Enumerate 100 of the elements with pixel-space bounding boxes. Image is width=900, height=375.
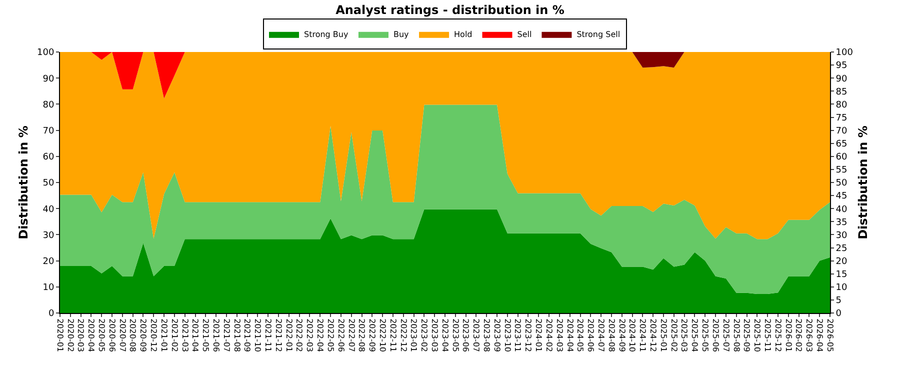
x-tick-label: 2026-04 (814, 318, 824, 352)
x-tick-label: 2021-08 (232, 318, 242, 352)
x-tick-label: 2024-09 (617, 318, 626, 352)
y-tick-label: 90 (42, 74, 54, 84)
y-tick-label: 70 (42, 126, 54, 136)
x-tick-label: 2022-11 (388, 318, 398, 352)
x-tick-label: 2026-02 (794, 318, 804, 352)
x-tick-label: 2020-12 (149, 318, 158, 352)
x-tick-label: 2020-06 (107, 318, 116, 352)
x-tick-label: 2021-04 (190, 318, 200, 352)
x-tick-label: 2026-03 (804, 318, 814, 352)
x-tick-label: 2021-07 (222, 318, 231, 352)
x-tick-label: 2020-05 (97, 318, 106, 352)
x-tick-label: 2023-11 (513, 318, 522, 352)
x-tick-label: 2024-08 (606, 318, 616, 352)
x-tick-label: 2025-10 (752, 318, 762, 352)
x-tick-label: 2023-12 (524, 318, 533, 352)
y2-tick-label: 80 (836, 100, 848, 110)
x-tick-label: 2024-01 (534, 318, 544, 352)
x-tick-label: 2023-01 (409, 318, 418, 352)
x-tick-label: 2026-01 (784, 318, 793, 352)
y2-tick-label: 0 (836, 309, 842, 320)
legend-label: Sell (517, 30, 532, 40)
x-tick-label: 2023-06 (461, 318, 470, 352)
x-tick-label: 2024-05 (576, 318, 585, 352)
y2-tick-label: 20 (836, 256, 848, 267)
y2-axis-title: Distribution in % (856, 126, 870, 240)
y-tick-label: 10 (42, 283, 54, 294)
x-tick-label: 2024-11 (638, 318, 648, 352)
x-tick-label: 2021-10 (253, 318, 262, 352)
x-tick-label: 2022-04 (316, 318, 325, 352)
y2-tick-label: 10 (836, 283, 848, 294)
x-tick-label: 2025-12 (773, 318, 782, 352)
y2-tick-label: 40 (836, 204, 848, 215)
x-tick-label: 2025-09 (742, 318, 752, 352)
x-tick-label: 2022-10 (378, 318, 387, 352)
y2-tick-label: 70 (836, 126, 848, 136)
x-tick-label: 2025-03 (680, 318, 689, 352)
y2-tick-label: 85 (836, 87, 848, 98)
y-tick-label: 60 (42, 152, 54, 163)
x-tick-label: 2021-06 (211, 318, 220, 352)
x-tick-label: 2022-07 (346, 318, 356, 352)
x-tick-label: 2022-05 (326, 318, 335, 352)
x-tick-label: 2022-01 (284, 318, 294, 352)
x-tick-label: 2023-09 (492, 318, 502, 352)
x-tick-label: 2023-04 (440, 318, 450, 352)
x-tick-label: 2023-03 (430, 318, 439, 352)
y-axis-title: Distribution in % (16, 126, 30, 240)
x-tick-label: 2024-06 (586, 318, 596, 352)
x-tick-label: 2022-09 (368, 318, 377, 352)
x-tick-label: 2021-01 (159, 318, 168, 352)
y2-tick-label: 60 (836, 152, 848, 163)
y-tick-label: 80 (42, 100, 54, 110)
y-tick-label: 40 (42, 204, 54, 215)
y2-tick-label: 45 (836, 192, 848, 202)
y2-tick-label: 50 (836, 178, 848, 189)
x-tick-label: 2023-02 (420, 318, 429, 352)
x-tick-label: 2025-05 (700, 318, 710, 352)
legend-label: Buy (393, 30, 410, 40)
x-tick-label: 2020-09 (138, 318, 148, 352)
y2-tick-label: 5 (836, 296, 842, 306)
x-tick-label: 2021-02 (170, 318, 179, 352)
x-tick-label: 2023-07 (472, 318, 481, 352)
y2-tick-label: 65 (836, 140, 848, 150)
y-tick-label: 0 (48, 309, 54, 320)
x-tick-label: 2026-05 (825, 318, 834, 352)
x-tick-label: 2022-12 (398, 318, 408, 352)
x-tick-label: 2025-01 (658, 318, 668, 352)
legend-label: Hold (454, 30, 472, 40)
y-tick-label: 30 (42, 230, 54, 241)
legend-label: Strong Sell (576, 30, 620, 40)
x-tick-label: 2025-04 (690, 318, 700, 352)
y2-tick-label: 95 (836, 61, 848, 72)
x-tick-label: 2021-09 (242, 318, 252, 352)
x-tick-label: 2020-03 (76, 318, 86, 352)
x-tick-label: 2024-03 (554, 318, 564, 352)
x-tick-label: 2023-05 (450, 318, 460, 352)
x-tick-label: 2020-02 (66, 318, 75, 352)
x-tick-label: 2024-04 (565, 318, 574, 352)
x-tick-label: 2024-12 (648, 318, 658, 352)
x-tick-label: 2022-03 (305, 318, 314, 352)
x-tick-label: 2022-02 (294, 318, 304, 352)
y2-tick-label: 25 (836, 244, 848, 254)
x-tick-label: 2025-11 (762, 318, 772, 352)
y2-tick-label: 100 (836, 48, 854, 58)
chart-title: Analyst ratings - distribution in % (336, 3, 564, 18)
x-tick-label: 2020-07 (118, 318, 127, 352)
x-tick-label: 2023-08 (482, 318, 492, 352)
x-tick-label: 2023-10 (502, 318, 512, 352)
y2-tick-label: 90 (836, 74, 848, 84)
legend-label: Strong Buy (304, 30, 348, 40)
x-tick-label: 2025-08 (732, 318, 741, 352)
y-tick-label: 100 (37, 48, 54, 58)
x-tick-label: 2020-01 (55, 318, 64, 352)
x-tick-label: 2022-06 (336, 318, 346, 352)
y2-tick-label: 75 (836, 113, 848, 124)
y2-tick-label: 35 (836, 218, 848, 228)
x-tick-label: 2025-06 (710, 318, 720, 352)
y2-tick-label: 15 (836, 270, 848, 280)
y-tick-label: 20 (42, 256, 54, 267)
